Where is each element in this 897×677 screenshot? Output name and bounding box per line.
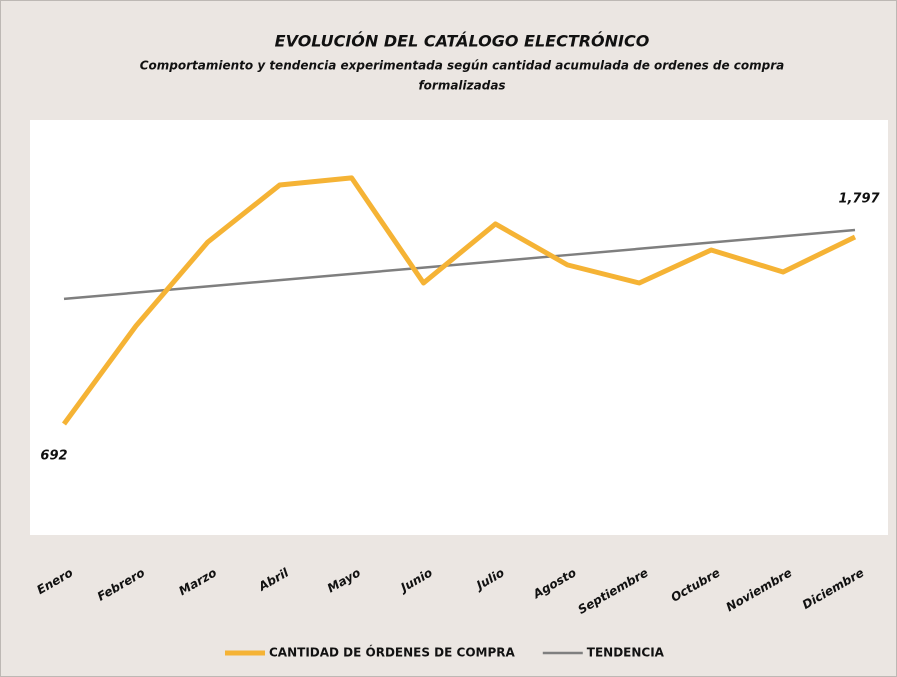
data-line <box>61 175 857 426</box>
chart-subtitle: formalizadas <box>418 79 505 93</box>
plot-area <box>30 120 888 535</box>
legend-label: CANTIDAD DE ÓRDENES DE COMPRA <box>269 645 515 660</box>
data-label: 1,797 <box>838 191 880 206</box>
chart-subtitle: Comportamiento y tendencia experimentada… <box>140 59 785 73</box>
legend-label: TENDENCIA <box>587 646 665 660</box>
chart-title: EVOLUCIÓN DEL CATÁLOGO ELECTRÓNICO <box>275 32 650 51</box>
trend-line <box>63 228 856 301</box>
data-label: 692 <box>40 448 67 463</box>
